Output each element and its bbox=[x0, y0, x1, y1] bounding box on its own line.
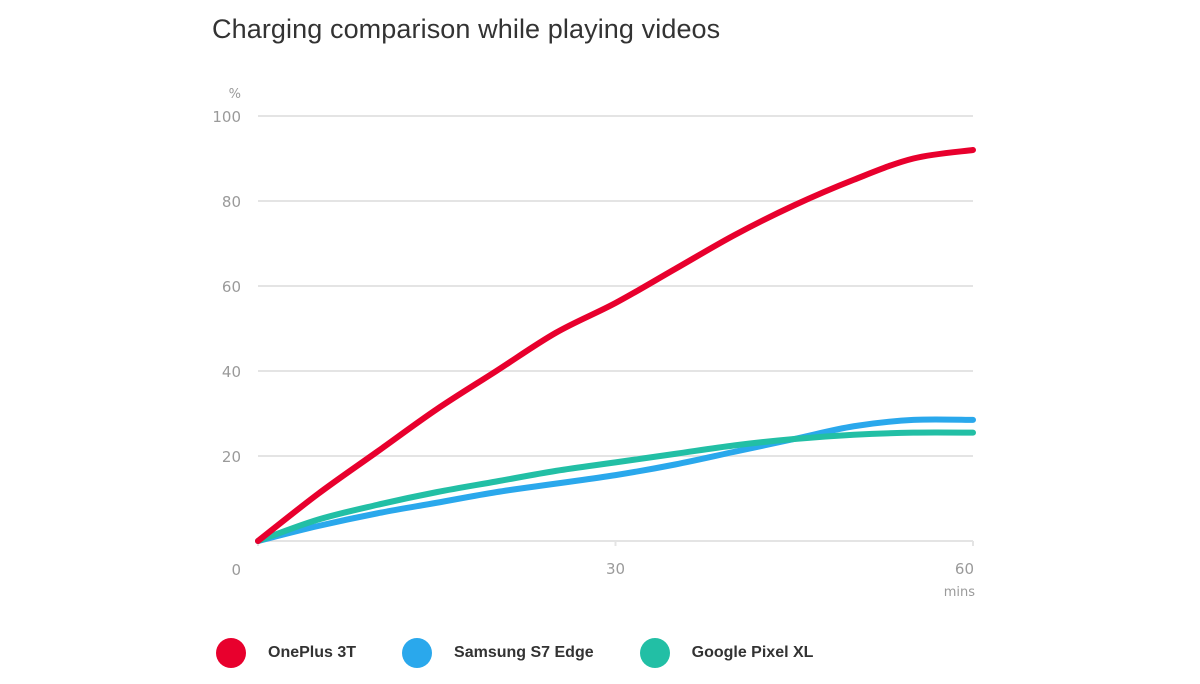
legend-item-google-pixel-xl: Google Pixel XL bbox=[639, 638, 814, 668]
y-unit-label: % bbox=[229, 87, 241, 102]
y-axis-labels: 0 20 40 60 80 100% bbox=[212, 87, 241, 579]
series-line-samsung-s7-edge bbox=[255, 416, 976, 544]
y-tick-label: 40 bbox=[222, 363, 241, 381]
series-line-google-pixel-xl bbox=[255, 429, 976, 544]
legend-swatch-icon bbox=[639, 638, 670, 668]
y-tick-label: 0 bbox=[231, 561, 241, 579]
x-axis: 30 60 mins bbox=[257, 541, 976, 600]
legend-label: OnePlus 3T bbox=[268, 644, 357, 661]
legend-swatch-icon bbox=[216, 638, 246, 668]
x-tick-label: 60 bbox=[955, 560, 974, 578]
legend-item-oneplus-3t: OnePlus 3T bbox=[216, 638, 356, 668]
legend-label: Samsung S7 Edge bbox=[454, 644, 594, 661]
legend-item-samsung-s7-edge: Samsung S7 Edge bbox=[402, 638, 594, 668]
legend-label: Google Pixel XL bbox=[691, 644, 814, 661]
gridlines bbox=[258, 115, 973, 542]
chart-title: Charging comparison while playing videos bbox=[212, 14, 721, 44]
y-tick-label: 20 bbox=[222, 448, 241, 466]
series-line-oneplus-3t bbox=[255, 147, 976, 544]
series-lines bbox=[255, 147, 976, 544]
y-tick-label: 80 bbox=[222, 193, 241, 211]
y-tick-label: 100 bbox=[212, 108, 241, 126]
x-tick-label: 30 bbox=[606, 560, 625, 578]
x-unit-label: mins bbox=[944, 585, 976, 600]
y-tick-label: 60 bbox=[222, 278, 241, 296]
legend: OnePlus 3T Samsung S7 Edge Google Pixel … bbox=[216, 638, 859, 668]
legend-swatch-icon bbox=[402, 638, 433, 668]
